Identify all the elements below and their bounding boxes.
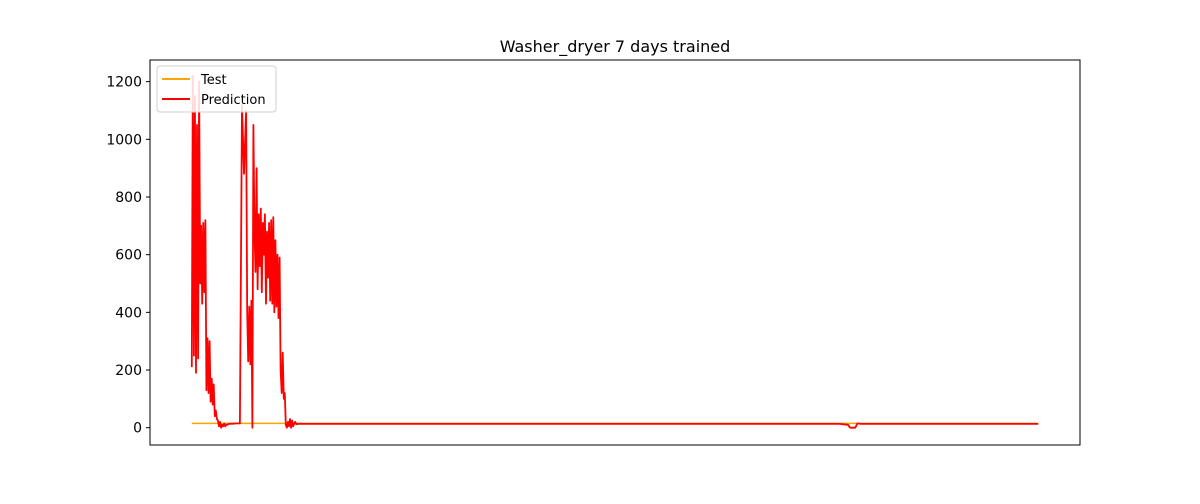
chart-title: Washer_dryer 7 days trained (500, 37, 731, 57)
plot-frame (149, 59, 1081, 446)
series-line-prediction (190, 75, 1039, 429)
legend-label-test: Test (200, 73, 227, 88)
y-tick-label: 200 (115, 363, 142, 379)
y-tick-label: 800 (115, 190, 142, 206)
y-tick-label: 1200 (106, 75, 142, 91)
y-tick-label: 1000 (106, 132, 142, 148)
y-axis: 0 200 400 600 800 1000 1200 (106, 75, 150, 437)
legend-label-prediction: Prediction (201, 93, 266, 108)
plot-series (190, 75, 1039, 429)
y-tick-label: 400 (115, 305, 142, 321)
y-tick-label: 600 (115, 248, 142, 264)
y-tick-label: 0 (133, 421, 142, 437)
legend-box (156, 65, 277, 113)
legend: Test Prediction (156, 65, 277, 113)
